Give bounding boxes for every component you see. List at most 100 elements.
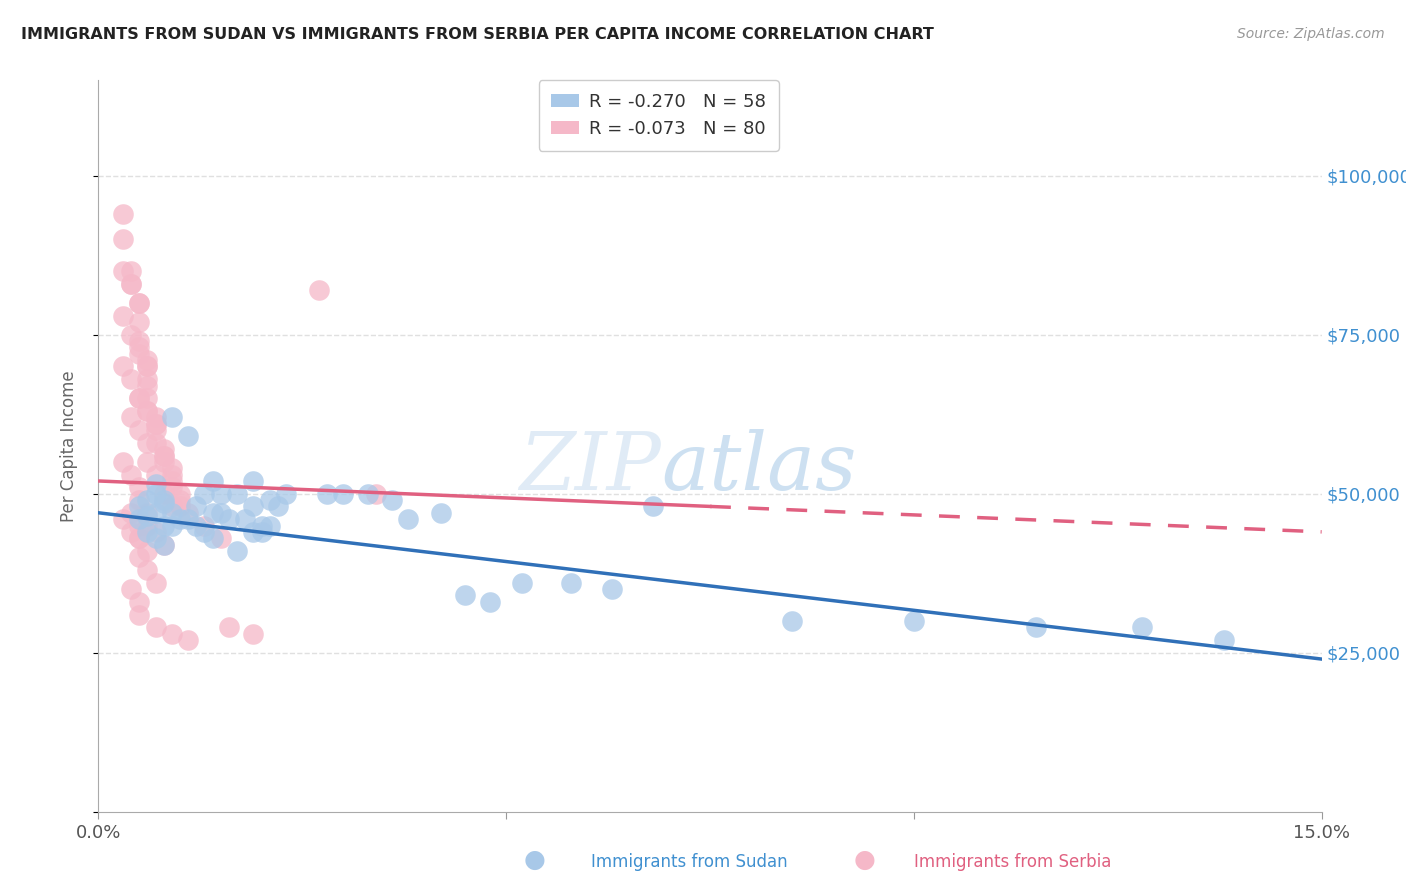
Point — [274, 486, 297, 500]
Point — [136, 524, 159, 539]
Point — [209, 506, 232, 520]
Point — [128, 512, 150, 526]
Text: ●: ● — [853, 848, 876, 872]
Y-axis label: Per Capita Income: Per Capita Income — [59, 370, 77, 522]
Point — [136, 508, 159, 523]
Point — [136, 544, 159, 558]
Point — [152, 518, 174, 533]
Point — [128, 607, 150, 622]
Point — [120, 410, 142, 425]
Point — [169, 512, 191, 526]
Point — [152, 493, 174, 508]
Point — [152, 538, 174, 552]
Text: Immigrants from Serbia: Immigrants from Serbia — [914, 853, 1111, 871]
Point — [111, 512, 134, 526]
Point — [152, 486, 174, 500]
Point — [136, 353, 159, 368]
Point — [128, 531, 150, 545]
Point — [201, 474, 224, 488]
Point — [242, 474, 264, 488]
Point — [242, 500, 264, 514]
Point — [111, 359, 134, 374]
Point — [111, 232, 134, 246]
Point — [332, 486, 354, 500]
Point — [209, 531, 232, 545]
Point — [560, 575, 582, 590]
Point — [160, 500, 183, 514]
Point — [120, 524, 142, 539]
Point — [111, 264, 134, 278]
Point — [128, 392, 150, 406]
Point — [218, 512, 240, 526]
Point — [308, 283, 330, 297]
Point — [120, 506, 142, 520]
Point — [364, 486, 387, 500]
Text: Immigrants from Sudan: Immigrants from Sudan — [591, 853, 787, 871]
Point — [903, 614, 925, 628]
Point — [145, 506, 167, 520]
Point — [120, 327, 142, 342]
Point — [145, 417, 167, 431]
Point — [177, 429, 200, 443]
Point — [160, 410, 183, 425]
Point — [381, 493, 404, 508]
Point — [250, 524, 273, 539]
Point — [226, 486, 249, 500]
Point — [152, 496, 174, 510]
Point — [136, 563, 159, 577]
Point — [128, 480, 150, 494]
Point — [128, 518, 150, 533]
Point — [152, 538, 174, 552]
Point — [218, 620, 240, 634]
Point — [160, 506, 183, 520]
Point — [136, 372, 159, 386]
Point — [120, 277, 142, 291]
Point — [128, 493, 150, 508]
Point — [169, 500, 191, 514]
Point — [193, 518, 215, 533]
Legend: R = -0.270   N = 58, R = -0.073   N = 80: R = -0.270 N = 58, R = -0.073 N = 80 — [538, 80, 779, 151]
Point — [267, 500, 290, 514]
Point — [193, 486, 215, 500]
Text: ZIP: ZIP — [519, 429, 661, 507]
Point — [136, 392, 159, 406]
Point — [186, 500, 208, 514]
Point — [152, 449, 174, 463]
Point — [145, 467, 167, 482]
Point — [160, 480, 183, 494]
Point — [128, 296, 150, 310]
Point — [209, 486, 232, 500]
Point — [145, 575, 167, 590]
Point — [136, 506, 159, 520]
Point — [186, 518, 208, 533]
Point — [780, 614, 803, 628]
Point — [242, 524, 264, 539]
Point — [145, 423, 167, 437]
Point — [145, 477, 167, 491]
Point — [250, 518, 273, 533]
Point — [136, 359, 159, 374]
Point — [160, 461, 183, 475]
Point — [120, 372, 142, 386]
Point — [160, 518, 183, 533]
Point — [145, 486, 167, 500]
Point — [136, 404, 159, 418]
Point — [478, 595, 501, 609]
Point — [160, 467, 183, 482]
Text: atlas: atlas — [661, 429, 856, 507]
Point — [177, 632, 200, 647]
Point — [128, 296, 150, 310]
Point — [145, 435, 167, 450]
Point — [111, 207, 134, 221]
Point — [242, 626, 264, 640]
Point — [396, 512, 419, 526]
Point — [152, 455, 174, 469]
Point — [128, 347, 150, 361]
Point — [136, 378, 159, 392]
Point — [145, 620, 167, 634]
Point — [128, 340, 150, 354]
Point — [120, 277, 142, 291]
Point — [136, 455, 159, 469]
Point — [152, 449, 174, 463]
Point — [128, 423, 150, 437]
